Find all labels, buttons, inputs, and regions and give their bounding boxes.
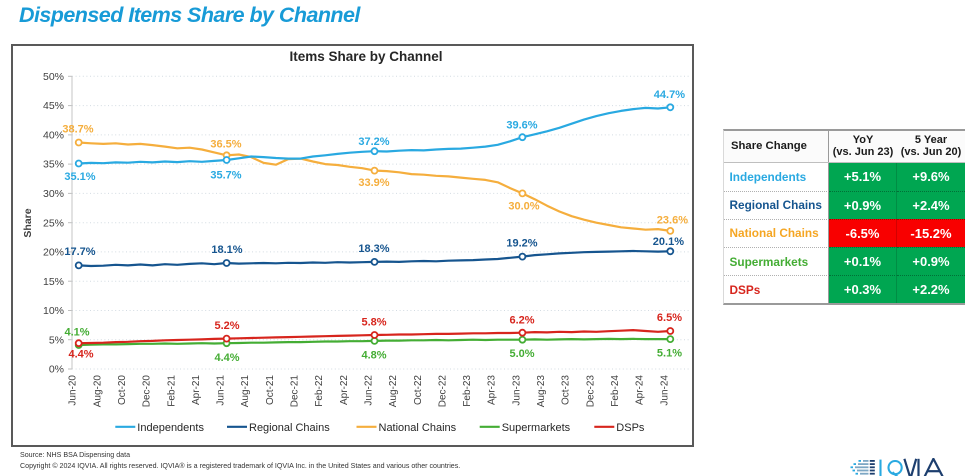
- svg-text:6.2%: 6.2%: [509, 315, 534, 327]
- svg-text:5%: 5%: [49, 334, 64, 346]
- svg-text:35.7%: 35.7%: [210, 170, 241, 182]
- svg-text:Share: Share: [22, 208, 34, 237]
- svg-text:4.4%: 4.4%: [214, 352, 239, 364]
- svg-text:Apr-23: Apr-23: [487, 375, 498, 405]
- svg-text:Regional Chains: Regional Chains: [249, 422, 330, 434]
- svg-text:Jun-22: Jun-22: [364, 375, 375, 406]
- svg-text:18.3%: 18.3%: [358, 243, 389, 255]
- svg-text:Apr-21: Apr-21: [191, 375, 202, 405]
- svg-text:Jun-20: Jun-20: [68, 375, 79, 406]
- svg-text:Feb-21: Feb-21: [166, 375, 177, 407]
- svg-text:Dec-22: Dec-22: [437, 375, 448, 408]
- svg-text:Items Share by Channel: Items Share by Channel: [289, 49, 442, 64]
- svg-text:Feb-23: Feb-23: [462, 375, 473, 407]
- svg-text:0%: 0%: [49, 364, 64, 376]
- svg-text:Aug-21: Aug-21: [240, 375, 251, 408]
- svg-text:Apr-24: Apr-24: [635, 375, 646, 405]
- svg-text:10%: 10%: [43, 305, 64, 317]
- svg-text:Aug-23: Aug-23: [536, 375, 547, 408]
- svg-text:Jun-21: Jun-21: [216, 375, 227, 406]
- svg-text:37.2%: 37.2%: [358, 136, 389, 148]
- svg-text:18.1%: 18.1%: [211, 244, 242, 256]
- svg-text:50%: 50%: [43, 71, 64, 83]
- svg-text:Dec-23: Dec-23: [585, 375, 596, 408]
- svg-text:19.2%: 19.2%: [506, 238, 537, 250]
- svg-text:23.6%: 23.6%: [657, 215, 688, 227]
- svg-text:35%: 35%: [43, 159, 64, 171]
- svg-text:45%: 45%: [43, 100, 64, 112]
- svg-text:40%: 40%: [43, 130, 64, 142]
- svg-text:Supermarkets: Supermarkets: [502, 422, 571, 434]
- svg-text:Dec-21: Dec-21: [290, 375, 301, 408]
- svg-text:4.1%: 4.1%: [64, 327, 89, 339]
- svg-text:Feb-24: Feb-24: [610, 375, 621, 407]
- svg-text:30%: 30%: [43, 188, 64, 200]
- svg-text:38.7%: 38.7%: [62, 124, 93, 136]
- svg-text:Aug-20: Aug-20: [92, 375, 103, 408]
- svg-text:44.7%: 44.7%: [654, 89, 685, 101]
- svg-text:4.4%: 4.4%: [68, 349, 93, 361]
- svg-text:Oct-23: Oct-23: [561, 375, 572, 405]
- svg-text:5.0%: 5.0%: [509, 348, 534, 360]
- svg-text:5.1%: 5.1%: [657, 348, 682, 360]
- svg-text:5.8%: 5.8%: [361, 317, 386, 329]
- svg-text:20%: 20%: [43, 247, 64, 259]
- svg-text:36.5%: 36.5%: [210, 139, 241, 151]
- svg-text:4.8%: 4.8%: [361, 350, 386, 362]
- svg-text:Oct-21: Oct-21: [265, 375, 276, 405]
- svg-text:Independents: Independents: [137, 422, 204, 434]
- svg-text:6.5%: 6.5%: [657, 312, 682, 324]
- svg-text:5.2%: 5.2%: [214, 320, 239, 332]
- svg-text:Jun-24: Jun-24: [659, 375, 670, 406]
- svg-text:25%: 25%: [43, 217, 64, 229]
- svg-text:33.9%: 33.9%: [358, 177, 389, 189]
- svg-text:National Chains: National Chains: [379, 422, 457, 434]
- svg-text:39.6%: 39.6%: [506, 120, 537, 132]
- svg-text:Apr-22: Apr-22: [339, 375, 350, 405]
- svg-text:35.1%: 35.1%: [64, 171, 95, 183]
- svg-text:17.7%: 17.7%: [64, 246, 95, 258]
- svg-text:Aug-22: Aug-22: [388, 375, 399, 408]
- svg-text:Oct-20: Oct-20: [117, 375, 128, 405]
- svg-text:Jun-23: Jun-23: [511, 375, 522, 406]
- svg-text:Oct-22: Oct-22: [413, 375, 424, 405]
- svg-text:Feb-22: Feb-22: [314, 375, 325, 407]
- svg-text:20.1%: 20.1%: [653, 236, 684, 248]
- svg-text:DSPs: DSPs: [616, 422, 645, 434]
- svg-text:Dec-20: Dec-20: [142, 375, 153, 408]
- svg-text:15%: 15%: [43, 276, 64, 288]
- svg-text:30.0%: 30.0%: [508, 201, 539, 213]
